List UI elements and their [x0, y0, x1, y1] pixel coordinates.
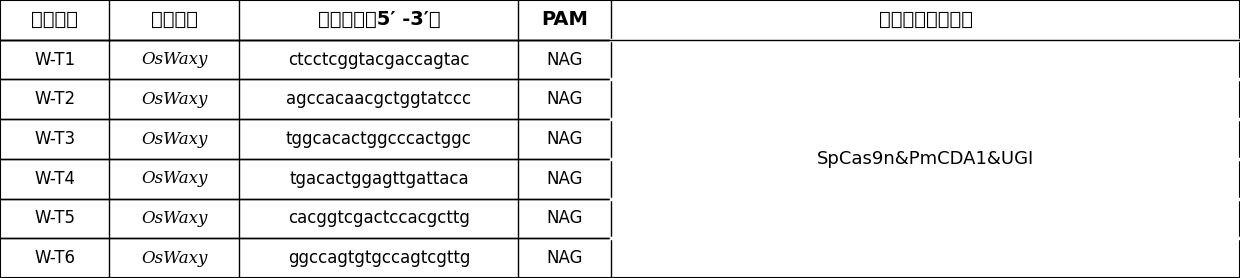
Text: 靶点名称: 靶点名称	[31, 10, 78, 29]
Text: tggcacactggcccactggc: tggcacactggcccactggc	[286, 130, 471, 148]
Text: NAG: NAG	[547, 90, 583, 108]
Text: tgacactggagttgattaca: tgacactggagttgattaca	[289, 170, 469, 188]
Text: W-T2: W-T2	[33, 90, 76, 108]
Text: NAG: NAG	[547, 249, 583, 267]
Text: W-T1: W-T1	[33, 51, 76, 69]
Text: agccacaacgctggtatccc: agccacaacgctggtatccc	[286, 90, 471, 108]
Text: cacggtcgactccacgcttg: cacggtcgactccacgcttg	[288, 209, 470, 227]
Text: ggccagtgtgccagtcgttg: ggccagtgtgccagtcgttg	[288, 249, 470, 267]
Text: ctcctcggtacgaccagtac: ctcctcggtacgaccagtac	[288, 51, 470, 69]
Text: OsWaxy: OsWaxy	[141, 130, 207, 148]
Text: NAG: NAG	[547, 130, 583, 148]
Text: 靶点序列（5′ -3′）: 靶点序列（5′ -3′）	[317, 10, 440, 29]
Text: OsWaxy: OsWaxy	[141, 51, 207, 68]
Text: OsWaxy: OsWaxy	[141, 91, 207, 108]
Text: NAG: NAG	[547, 170, 583, 188]
Text: OsWaxy: OsWaxy	[141, 250, 207, 267]
Text: NAG: NAG	[547, 209, 583, 227]
Text: W-T3: W-T3	[33, 130, 76, 148]
Text: OsWaxy: OsWaxy	[141, 170, 207, 187]
Text: NAG: NAG	[547, 51, 583, 69]
Text: 重组表达载体名称: 重组表达载体名称	[879, 10, 972, 29]
Text: SpCas9n&PmCDA1&UGI: SpCas9n&PmCDA1&UGI	[817, 150, 1034, 168]
Text: W-T6: W-T6	[33, 249, 76, 267]
Text: OsWaxy: OsWaxy	[141, 210, 207, 227]
Text: 靶标基因: 靶标基因	[151, 10, 197, 29]
Text: W-T5: W-T5	[33, 209, 76, 227]
Text: PAM: PAM	[542, 10, 588, 29]
Text: W-T4: W-T4	[33, 170, 76, 188]
